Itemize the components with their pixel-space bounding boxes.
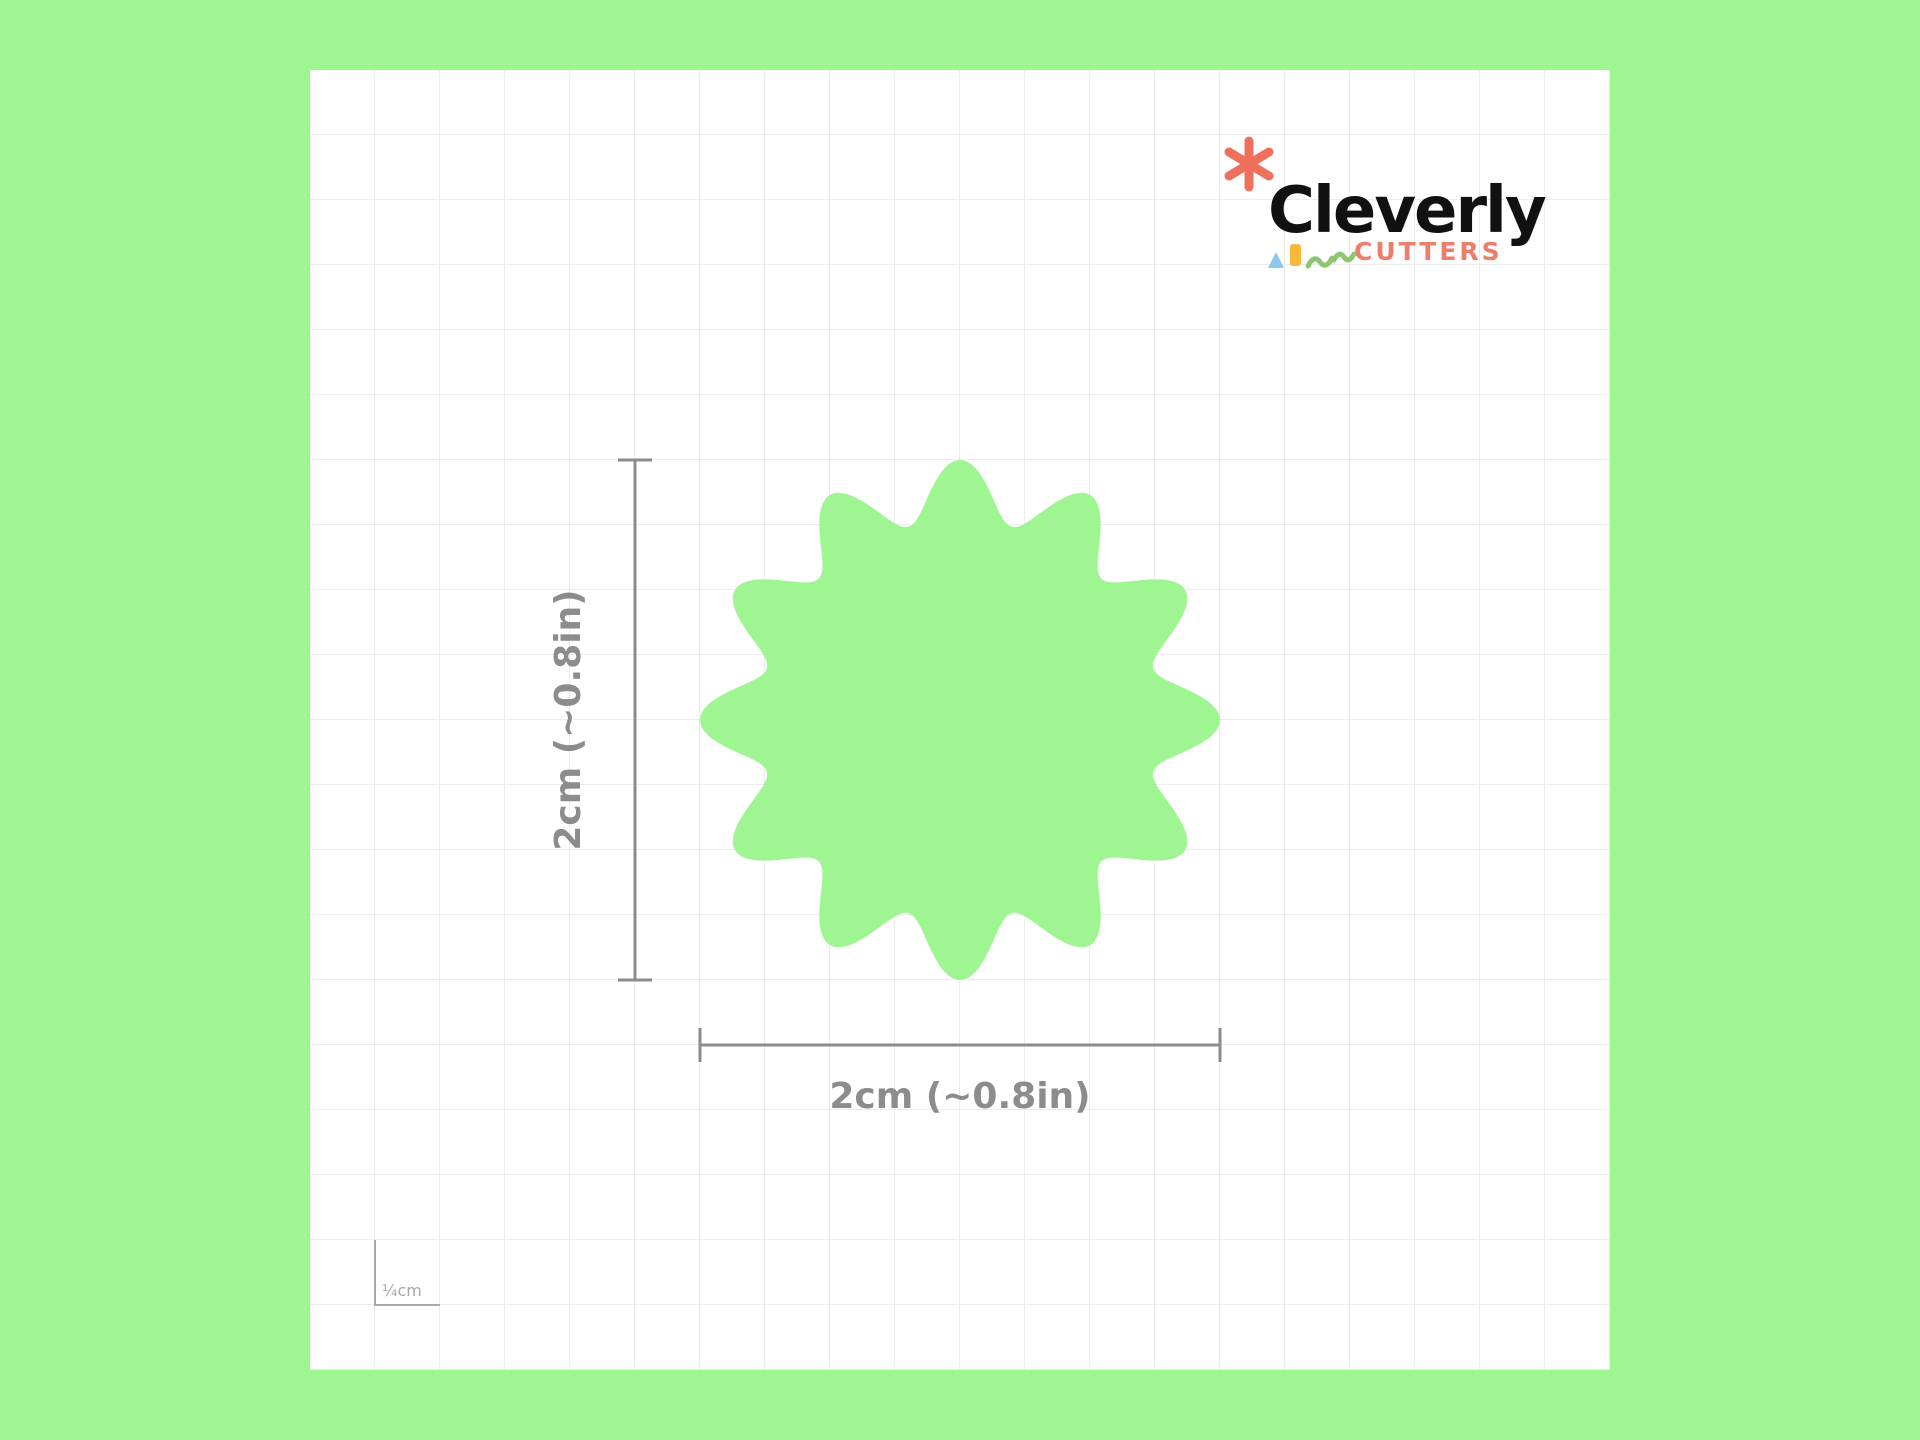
height-label: 2cm (~0.8in) xyxy=(548,589,589,850)
height-dimension xyxy=(618,458,652,982)
diagram-canvas: Cleverly CUTTERS 2cm (~0.8in) 2cm (~0.8i… xyxy=(374,136,1548,1306)
width-label: 2cm (~0.8in) xyxy=(829,1076,1090,1117)
design-sheet: Cleverly CUTTERS 2cm (~0.8in) 2cm (~0.8i… xyxy=(310,70,1610,1370)
width-dimension xyxy=(698,1028,1222,1062)
scale-label: ¼cm xyxy=(382,1281,422,1300)
brand-logo: Cleverly CUTTERS xyxy=(1224,136,1548,269)
asterisk-icon xyxy=(1224,136,1274,192)
brand-subtitle: CUTTERS xyxy=(1354,237,1503,266)
brand-name: Cleverly xyxy=(1268,174,1546,248)
scale-marker xyxy=(374,1240,440,1306)
confetti-icon xyxy=(1268,244,1357,269)
scalloped-shape xyxy=(700,460,1220,980)
